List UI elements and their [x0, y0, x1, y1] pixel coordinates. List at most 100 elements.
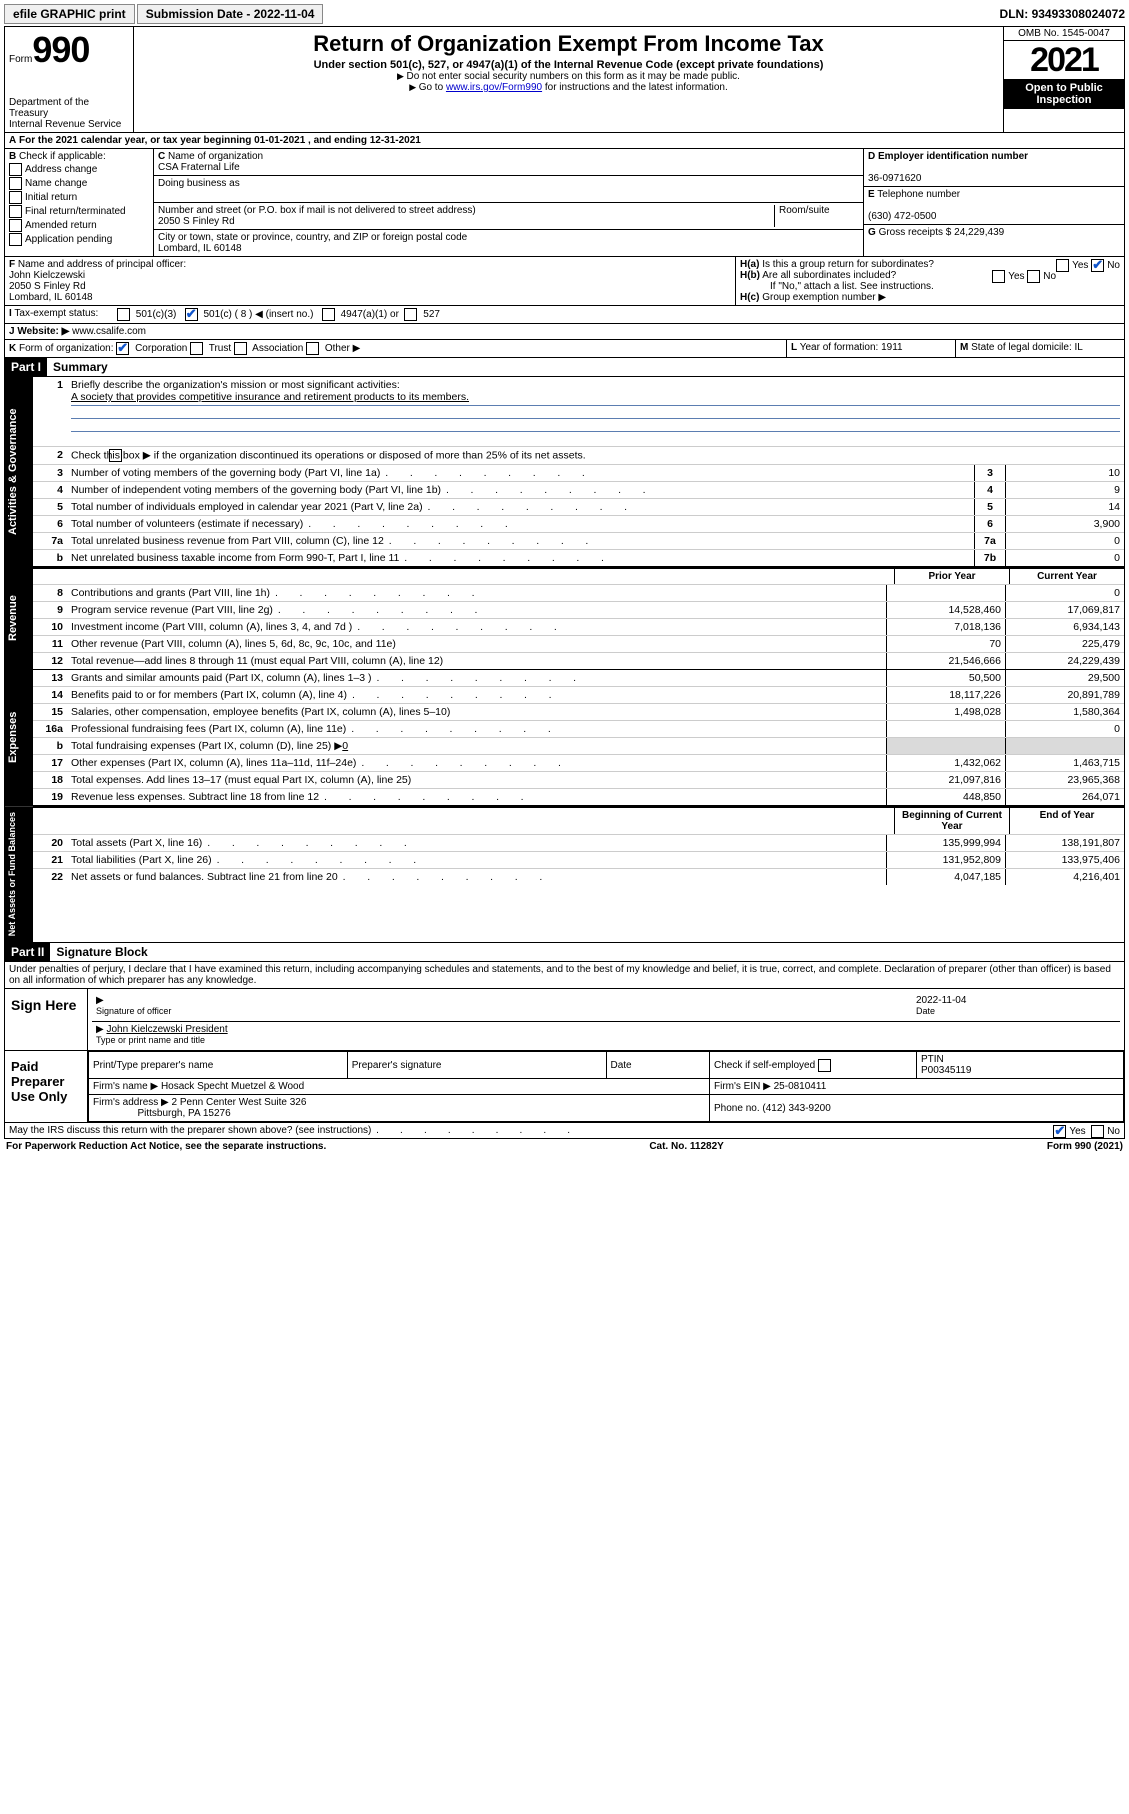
l13: Grants and similar amounts paid (Part IX…: [67, 670, 886, 686]
no-label: No: [1043, 271, 1056, 282]
l5: Total number of individuals employed in …: [67, 499, 974, 515]
firm-addr-label: Firm's address ▶: [93, 1097, 169, 1108]
prior-year-hdr: Prior Year: [894, 569, 1009, 584]
org-name: CSA Fraternal Life: [158, 162, 240, 173]
form-header: Form990 Department of the Treasury Inter…: [4, 26, 1125, 133]
label-4947: 4947(a)(1) or: [341, 309, 399, 320]
cb-trust[interactable]: [190, 342, 203, 355]
ptin-label: PTIN: [921, 1054, 944, 1065]
c21: 133,975,406: [1005, 852, 1124, 868]
l16a: Professional fundraising fees (Part IX, …: [67, 721, 886, 737]
cb-label: Name change: [25, 178, 87, 189]
l20: Total assets (Part X, line 16): [67, 835, 886, 851]
cb-self-employed[interactable]: [818, 1059, 831, 1072]
ha-no-cb[interactable]: [1091, 259, 1104, 272]
officer-name-title: John Kielczewski President: [106, 1024, 227, 1035]
p20: 135,999,994: [886, 835, 1005, 851]
dba-label: Doing business as: [158, 178, 240, 189]
website-note: Go to www.irs.gov/Form990 for instructio…: [140, 82, 997, 93]
box-c: C Name of organization CSA Fraternal Lif…: [154, 149, 864, 256]
l4: Number of independent voting members of …: [67, 482, 974, 498]
room-label: Room/suite: [779, 205, 830, 216]
phone-label: Telephone number: [877, 189, 960, 200]
c17: 1,463,715: [1005, 755, 1124, 771]
l6: Total number of volunteers (estimate if …: [67, 516, 974, 532]
v6: 3,900: [1005, 516, 1124, 532]
period-end: 12-31-2021: [370, 135, 421, 146]
hb-note: If "No," attach a list. See instructions…: [740, 281, 1120, 292]
firm-phone: (412) 343-9200: [762, 1103, 830, 1114]
website-value: www.csalife.com: [72, 326, 146, 337]
hb-yes-cb[interactable]: [992, 270, 1005, 283]
cb-501c3[interactable]: [117, 308, 130, 321]
form-title: Return of Organization Exempt From Incom…: [140, 31, 997, 57]
l15: Salaries, other compensation, employee b…: [67, 704, 886, 720]
ha-label: Is this a group return for subordinates?: [762, 259, 934, 270]
discuss-no-cb[interactable]: [1091, 1125, 1104, 1138]
l22: Net assets or fund balances. Subtract li…: [67, 869, 886, 885]
discuss-yes-cb[interactable]: [1053, 1125, 1066, 1138]
submission-date-field: Submission Date - 2022-11-04: [137, 4, 324, 24]
cb-other[interactable]: [306, 342, 319, 355]
period-pre: For the 2021 calendar year, or tax year …: [19, 135, 254, 146]
label-501c: 501(c) ( 8 ) ◀ (insert no.): [203, 309, 313, 320]
website-label: Website: ▶: [17, 326, 69, 337]
hc-label: Group exemption number ▶: [762, 292, 886, 303]
p21: 131,952,809: [886, 852, 1005, 868]
cb-corp[interactable]: [116, 342, 129, 355]
netassets-section: Net Assets or Fund Balances Beginning of…: [4, 806, 1125, 943]
tax-year: 2021: [1004, 41, 1124, 79]
submission-date: 2022-11-04: [254, 7, 315, 21]
p15: 1,498,028: [886, 704, 1005, 720]
ssn-note: Do not enter social security numbers on …: [140, 71, 997, 82]
cb-amended[interactable]: Amended return: [9, 219, 149, 232]
l16b: Total fundraising expenses (Part IX, col…: [67, 738, 886, 754]
sig-date-label: Date: [916, 1006, 935, 1016]
no-label: No: [1107, 260, 1120, 271]
tax-status-label: Tax-exempt status:: [14, 308, 98, 319]
ha-yes-cb[interactable]: [1056, 259, 1069, 272]
cb-4947[interactable]: [322, 308, 335, 321]
street-label: Number and street (or P.O. box if mail i…: [158, 205, 476, 216]
efile-button[interactable]: efile GRAPHIC print: [4, 4, 135, 24]
period-row: A For the 2021 calendar year, or tax yea…: [4, 133, 1125, 149]
goto-post: for instructions and the latest informat…: [542, 82, 728, 93]
officer-addr2: Lombard, IL 60148: [9, 292, 93, 303]
cb-name-change[interactable]: Name change: [9, 177, 149, 190]
ein-value: 36-0971620: [868, 173, 921, 184]
c12: 24,229,439: [1005, 653, 1124, 669]
cb-527[interactable]: [404, 308, 417, 321]
end-year-hdr: End of Year: [1009, 808, 1124, 834]
part2-header: Part II Signature Block: [4, 943, 1125, 962]
cb-assoc[interactable]: [234, 342, 247, 355]
expenses-section: Expenses 13Grants and similar amounts pa…: [4, 670, 1125, 806]
box-b-label: Check if applicable:: [19, 151, 106, 162]
l3: Number of voting members of the governin…: [67, 465, 974, 481]
c11: 225,479: [1005, 636, 1124, 652]
box-j: J Website: ▶ www.csalife.com: [4, 324, 1125, 340]
footer-left: For Paperwork Reduction Act Notice, see …: [6, 1141, 326, 1152]
phone-value: (630) 472-0500: [868, 211, 936, 222]
sign-here-label: Sign Here: [5, 989, 87, 1050]
cb-initial-return[interactable]: Initial return: [9, 191, 149, 204]
year-formation: 1911: [881, 342, 903, 353]
l7b: Net unrelated business taxable income fr…: [67, 550, 974, 566]
l2-cb[interactable]: [109, 449, 122, 462]
p8: [886, 585, 1005, 601]
beg-year-hdr: Beginning of Current Year: [894, 808, 1009, 834]
c10: 6,934,143: [1005, 619, 1124, 635]
cb-final-return[interactable]: Final return/terminated: [9, 205, 149, 218]
firm-ein-label: Firm's EIN ▶: [714, 1081, 771, 1092]
cb-501c[interactable]: [185, 308, 198, 321]
irs-link[interactable]: www.irs.gov/Form990: [446, 82, 542, 93]
cb-address-change[interactable]: Address change: [9, 163, 149, 176]
l14: Benefits paid to or for members (Part IX…: [67, 687, 886, 703]
identity-block: B Check if applicable: Address change Na…: [4, 149, 1125, 257]
street-value: 2050 S Finley Rd: [158, 216, 235, 227]
cb-app-pending[interactable]: Application pending: [9, 233, 149, 246]
p14: 18,117,226: [886, 687, 1005, 703]
paid-preparer-label: Paid Preparer Use Only: [5, 1051, 87, 1122]
c14: 20,891,789: [1005, 687, 1124, 703]
vtab-expenses: Expenses: [5, 670, 33, 805]
hb-no-cb[interactable]: [1027, 270, 1040, 283]
